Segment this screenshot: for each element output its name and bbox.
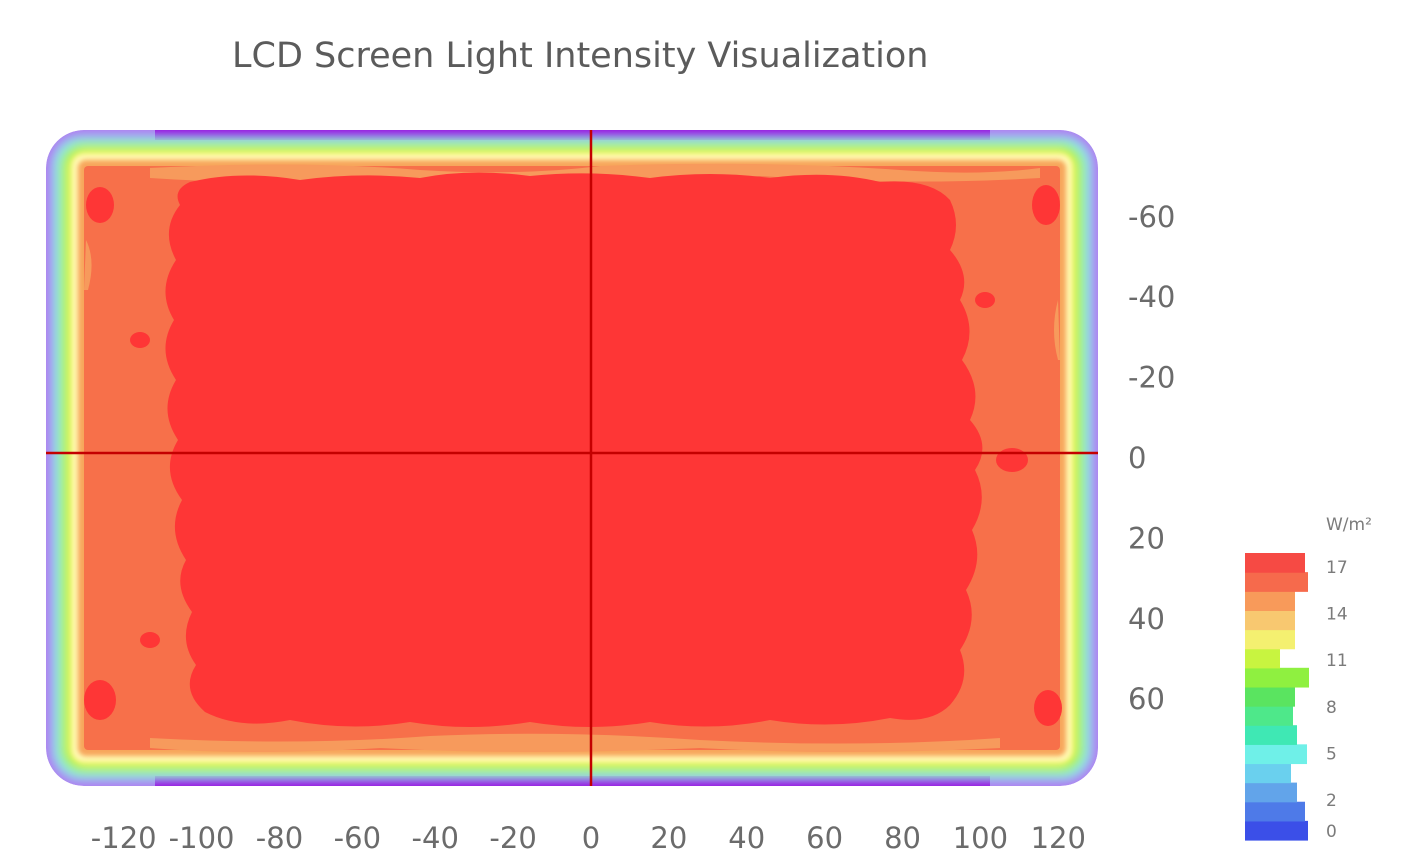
x-tick-label: -60 (334, 821, 381, 855)
colorbar-band (1245, 591, 1295, 611)
colorbar-tick-label: 11 (1326, 651, 1348, 671)
colorbar-tick-label: 0 (1326, 822, 1337, 842)
y-tick-label: -60 (1128, 200, 1175, 234)
colorbar-band (1245, 706, 1293, 726)
chart-title: LCD Screen Light Intensity Visualization (232, 36, 929, 76)
colorbar-band (1245, 553, 1305, 573)
colorbar-band (1245, 648, 1280, 669)
x-tick-label: 60 (806, 821, 843, 855)
x-tick-label: -100 (169, 821, 235, 855)
colorbar-band (1245, 820, 1308, 841)
x-tick-label: -80 (256, 821, 303, 855)
y-axis-ticks: -60 -40 -20 0 20 40 60 (1128, 200, 1175, 716)
colorbar-band (1245, 610, 1295, 631)
y-tick-label: 60 (1128, 682, 1165, 716)
x-tick-label: -20 (489, 821, 536, 855)
y-tick-label: 40 (1128, 602, 1165, 636)
red-core-zone (165, 172, 983, 727)
colorbar (1245, 553, 1309, 841)
colorbar-band (1245, 572, 1308, 592)
colorbar-unit-label: W/m² (1326, 515, 1372, 535)
colorbar-tick-label: 17 (1326, 558, 1348, 578)
colorbar-tick-label: 14 (1326, 605, 1348, 625)
colorbar-band (1245, 629, 1295, 650)
x-tick-label: 100 (953, 821, 1008, 855)
y-tick-label: 20 (1128, 521, 1165, 555)
colorbar-tick-label: 5 (1326, 744, 1337, 764)
colorbar-band (1245, 686, 1295, 707)
colorbar-tick-label: 2 (1326, 791, 1337, 811)
colorbar-band (1245, 744, 1307, 765)
colorbar-band (1245, 782, 1297, 803)
x-tick-label: 0 (582, 821, 600, 855)
x-tick-label: 80 (884, 821, 921, 855)
colorbar-band (1245, 763, 1291, 784)
x-tick-label: 20 (650, 821, 687, 855)
y-tick-label: -20 (1128, 361, 1175, 395)
x-tick-label: -40 (412, 821, 459, 855)
colorbar-band (1245, 725, 1297, 745)
y-tick-label: 0 (1128, 441, 1146, 475)
x-tick-label: -120 (91, 821, 157, 855)
bottom-violet-band (155, 776, 990, 786)
colorbar-ticks: 0 2 5 8 11 14 17 (1326, 558, 1348, 842)
colorbar-band (1245, 667, 1309, 688)
x-tick-label: 40 (728, 821, 765, 855)
colorbar-tick-label: 8 (1326, 698, 1337, 718)
x-axis-ticks: -120 -100 -80 -60 -40 -20 0 20 40 60 80 100 120 (91, 821, 1086, 855)
intensity-heatmap (46, 130, 1098, 786)
y-tick-label: -40 (1128, 280, 1175, 314)
x-tick-label: 120 (1031, 821, 1086, 855)
colorbar-band (1245, 801, 1305, 822)
top-violet-band (155, 130, 990, 140)
